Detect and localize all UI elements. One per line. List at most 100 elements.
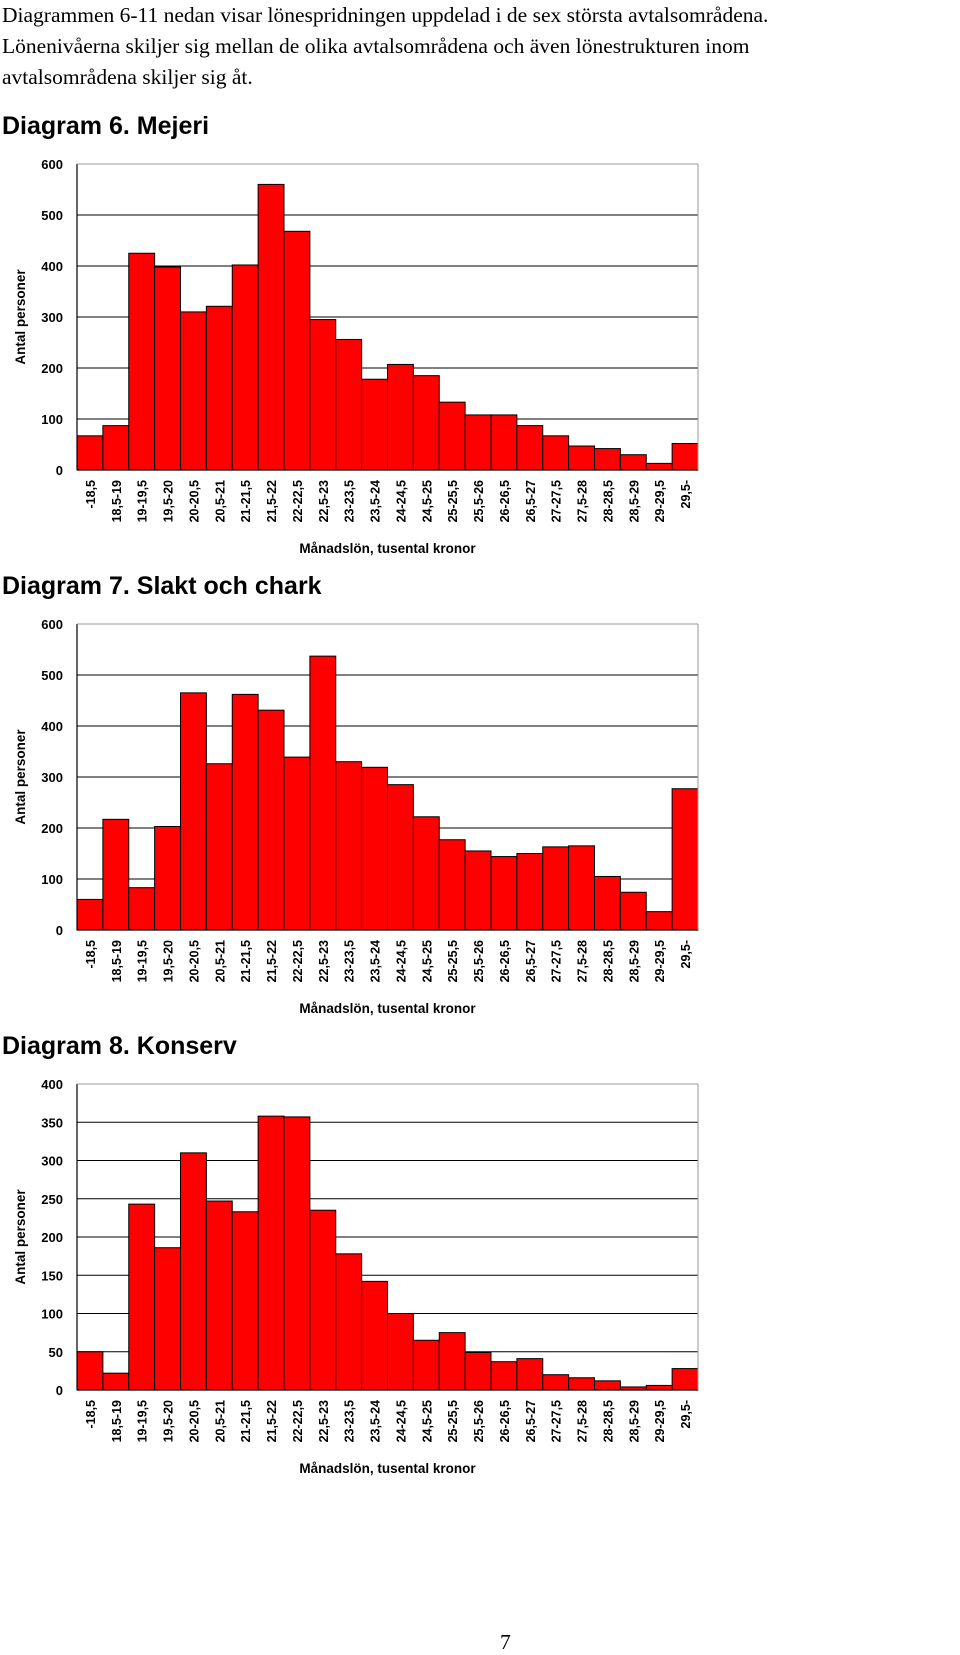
y-tick-label: 400 [41,1077,63,1092]
x-tick-label: 28-28,5 [601,940,615,982]
y-tick-label: 200 [41,361,63,376]
bar [542,846,570,931]
x-tick-label: 22-22,5 [291,1400,305,1442]
y-tick-label: 350 [41,1115,63,1130]
y-tick-label: 600 [41,617,63,632]
bar [361,766,388,931]
y-tick-label: 0 [56,463,63,478]
x-tick-label: 28,5-29 [627,1400,641,1442]
x-tick-label: 24,5-25 [420,940,434,982]
x-tick-label: 20-20,5 [187,1400,201,1442]
intro-line: Lönenivåerna skiljer sig mellan de olika… [2,34,750,58]
x-tick-label: 20-20,5 [187,480,201,522]
x-tick-label: 24,5-25 [420,480,434,522]
bar-chart-konserv: 0 50 100 150 200 250 300 350 400 -18,5 18,5-19 19-1… [13,1077,699,1476]
x-tick-label: 28,5-29 [627,480,641,522]
bar [671,1368,699,1391]
bar [387,363,414,471]
bar [76,898,104,931]
x-tick-label: 23-23,5 [343,940,357,982]
bar [542,1374,570,1391]
bar [438,839,466,931]
y-tick-label: 300 [41,770,63,785]
x-tick-label: 19-19,5 [136,480,150,522]
x-tick-label: 21-21,5 [239,480,253,522]
bar [412,375,440,471]
bar [231,264,259,471]
x-tick-label: 23-23,5 [343,480,357,522]
bar [180,1152,207,1391]
bar [76,1351,104,1391]
bar [257,709,285,931]
x-axis-title: Månadslön, tusental kronor [299,1461,476,1476]
x-tick-label: 29-29,5 [653,940,667,982]
x-tick-label: 23,5-24 [369,480,383,522]
x-tick-label: 24-24,5 [394,480,408,522]
x-tick-label: 27,5-28 [576,480,590,522]
y-tick-label: 600 [41,157,63,172]
x-tick-label: 21-21,5 [239,1400,253,1442]
bar [102,1372,130,1391]
x-tick-label: 21-21,5 [239,940,253,982]
x-tick-label: 20-20,5 [187,940,201,982]
x-tick-label: 26-26,5 [498,480,512,522]
bar [231,1211,259,1391]
bar [154,266,181,471]
bar [154,825,181,931]
bar [594,1380,621,1391]
page-number: 7 [500,1630,511,1654]
x-tick-label: -18,5 [84,1400,98,1429]
chart-title: Diagram 7. Slakt och chark [2,572,322,600]
x-tick-label: 25,5-26 [472,1400,486,1442]
x-tick-label: 19,5-20 [162,1400,176,1442]
bar [180,311,207,471]
bar [412,816,440,931]
bar [568,1377,595,1391]
x-tick-label: 22-22,5 [291,940,305,982]
y-tick-label: 100 [41,872,63,887]
x-tick-label: 25-25,5 [446,1400,460,1442]
x-tick-label: 19,5-20 [162,480,176,522]
x-tick-label: 22,5-23 [317,940,331,982]
x-tick-label: 22,5-23 [317,1400,331,1442]
x-tick-label: 19-19,5 [136,1400,150,1442]
x-tick-label: 23-23,5 [343,1400,357,1442]
x-tick-label: 26-26,5 [498,940,512,982]
x-tick-label: 21,5-22 [265,1400,279,1442]
bar [205,763,233,931]
bar [102,425,130,471]
chart-title: Diagram 6. Mejeri [2,112,210,140]
x-axis-title: Månadslön, tusental kronor [299,541,476,556]
y-axis-title: Antal personer [13,729,28,825]
bar [283,1116,311,1391]
x-tick-label: 21,5-22 [265,940,279,982]
y-tick-label: 400 [41,719,63,734]
bar [154,1247,181,1391]
x-axis-title: Månadslön, tusental kronor [299,1001,476,1016]
bar [283,756,311,931]
bar [180,692,207,931]
bar [594,448,621,471]
bar [438,1332,466,1391]
y-tick-label: 300 [41,310,63,325]
x-tick-label: 26,5-27 [524,480,538,522]
x-tick-label: 29-29,5 [653,480,667,522]
y-tick-label: 200 [41,821,63,836]
bar [412,1339,440,1391]
bar [361,378,388,471]
x-tick-label: 28-28,5 [601,480,615,522]
x-tick-label: 19-19,5 [136,940,150,982]
x-tick-label: 29,5- [679,480,693,509]
bar [568,445,595,471]
x-tick-label: 26,5-27 [524,940,538,982]
bar [309,1209,337,1391]
y-tick-label: 250 [41,1192,63,1207]
x-tick-label: 18,5-19 [110,1400,124,1442]
x-tick-label: 25-25,5 [446,480,460,522]
bar [231,693,259,931]
x-tick-label: 27-27,5 [550,1400,564,1442]
bar [516,425,544,471]
y-tick-label: 500 [41,208,63,223]
x-tick-label: 18,5-19 [110,480,124,522]
bar [490,414,518,471]
